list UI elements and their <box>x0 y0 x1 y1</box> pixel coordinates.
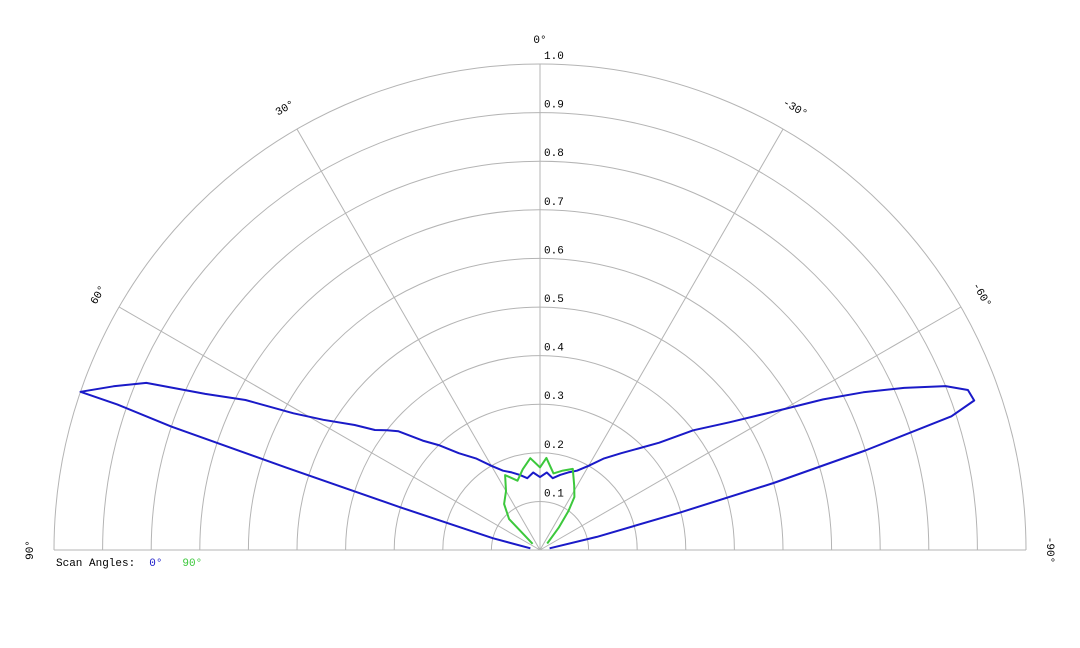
grid-spoke <box>539 128 784 551</box>
angle-label: -30° <box>780 97 809 121</box>
r-tick-label: 0.9 <box>544 100 564 112</box>
r-tick-label: 0.2 <box>544 440 564 452</box>
angle-label: -60° <box>969 281 993 310</box>
legend-entry: 90° <box>182 558 202 570</box>
angle-label: -90° <box>1043 537 1055 563</box>
angle-label: 0° <box>533 35 546 47</box>
r-tick-label: 0.8 <box>544 148 564 160</box>
legend-title: Scan Angles: <box>56 558 135 570</box>
angle-label: 60° <box>89 284 109 307</box>
r-tick-label: 0.1 <box>544 488 564 500</box>
r-tick-label: 1.0 <box>544 51 564 63</box>
r-tick-label: 0.5 <box>544 294 564 306</box>
angle-label: 30° <box>274 99 297 119</box>
series-line <box>503 456 576 545</box>
r-tick-label: 0.4 <box>544 343 564 355</box>
r-tick-label: 0.7 <box>544 197 564 209</box>
series-line <box>79 381 976 550</box>
r-tick-label: 0.3 <box>544 391 564 403</box>
grid-spoke <box>296 128 541 551</box>
grid-spoke <box>118 306 541 551</box>
legend-entry: 0° <box>149 558 162 570</box>
r-tick-label: 0.6 <box>544 245 564 257</box>
grid-spoke <box>539 306 962 551</box>
angle-label: 90° <box>25 540 37 560</box>
